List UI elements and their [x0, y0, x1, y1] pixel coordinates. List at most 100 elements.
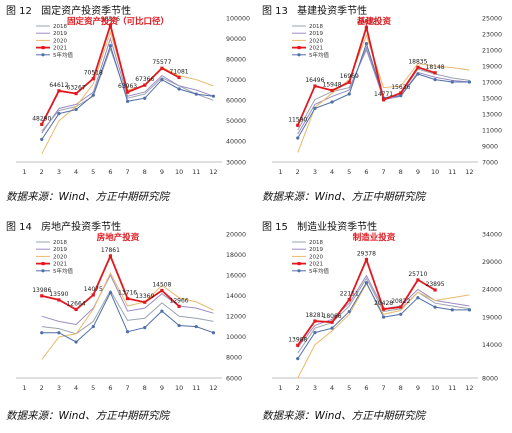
legend-label: 2021: [53, 46, 67, 52]
data-label: 23895: [426, 281, 445, 288]
figure-15-title: 制造业投资季节性: [297, 222, 378, 233]
inner-chart-title: 制造业投资: [353, 232, 396, 243]
legend-label: 2021: [53, 262, 67, 268]
series-marker-5yr: [177, 323, 181, 328]
series-marker-5yr: [57, 112, 61, 116]
series-marker-2021: [416, 65, 420, 69]
series-marker-2021: [91, 77, 95, 81]
figure-13-title: 基建投资季节性: [297, 6, 368, 17]
inner-chart-title: 基建投资: [356, 16, 392, 27]
figure-15-header: 图 15 制造业投资季节性: [262, 218, 383, 233]
series-marker-2021: [330, 88, 334, 93]
legend-label: 2021: [309, 262, 323, 268]
x-tick-label: 12: [209, 168, 217, 176]
y-tick-label: 80000: [226, 56, 246, 63]
y-tick-label: 40000: [226, 139, 246, 146]
figure-13-header: 图 13 基建投资季节性: [262, 2, 373, 17]
series-marker-2021: [296, 343, 300, 347]
figure-14-header: 图 14 房地产投资季节性: [6, 218, 127, 233]
series-marker-5yr: [347, 309, 351, 314]
series-marker-5yr: [433, 78, 437, 82]
x-tick-label: 7: [382, 168, 386, 176]
x-tick-label: 1: [279, 168, 283, 176]
series-line-2020: [41, 271, 214, 360]
legend-label: 5年均值: [53, 267, 73, 275]
series-marker-5yr: [40, 137, 44, 141]
data-label: 18835: [408, 58, 427, 65]
data-label: 12664: [67, 300, 86, 307]
data-label: 25710: [408, 271, 427, 278]
series-marker-2021: [74, 307, 78, 312]
series-marker-2021: [74, 91, 78, 96]
figure-12-panel: 图 12 固定资产投资季节性 1 2 3 4 5 6 7 8 9 10 11 12 30000 40000…: [0, 0, 256, 216]
x-tick-label: 6: [364, 384, 368, 392]
y-tick-label: 16000: [226, 272, 246, 279]
y-tick-label: 23000: [482, 31, 502, 38]
series-marker-5yr: [125, 99, 130, 103]
x-tick-label: 10: [431, 168, 439, 176]
y-tick-label: 19000: [482, 314, 502, 321]
x-tick-label: 5: [347, 168, 351, 176]
series-marker-2021: [40, 294, 44, 298]
legend-label: 5年均值: [53, 51, 73, 59]
x-tick-label: 2: [296, 168, 300, 176]
legend-label: 2018: [53, 24, 67, 30]
data-label: 15636: [391, 84, 410, 91]
figure-12-title: 固定资产投资季节性: [41, 6, 132, 17]
figure-15-panel: 图 15 制造业投资季节性 1 2 3 4 5 6 7 8 9 10 11 12 8000 14000 19…: [256, 216, 512, 432]
data-label: 11590: [288, 116, 307, 123]
series-marker-2021: [364, 257, 369, 262]
x-tick-label: 1: [23, 168, 27, 176]
legend-marker: [297, 262, 301, 266]
x-tick-label: 4: [330, 168, 334, 176]
x-tick-label: 7: [382, 384, 386, 392]
data-label: 14771: [374, 91, 393, 98]
legend-marker: [297, 53, 301, 57]
y-tick-label: 24000: [482, 287, 502, 294]
y-tick-label: 19000: [482, 63, 502, 70]
x-tick-label: 6: [108, 384, 112, 392]
series-line-2020: [297, 282, 470, 379]
data-label: 13590: [49, 291, 68, 298]
y-tick-label: 13000: [482, 111, 502, 118]
x-tick-label: 6: [364, 168, 368, 176]
x-tick-label: 9: [160, 384, 164, 392]
x-tick-label: 11: [192, 168, 200, 176]
x-tick-label: 10: [431, 384, 439, 392]
x-tick-label: 10: [175, 384, 183, 392]
data-label: 67366: [135, 76, 154, 83]
legend-label: 2018: [53, 240, 67, 246]
series-line-2019: [41, 36, 214, 134]
series-marker-5yr: [91, 324, 95, 329]
data-label: 18281: [305, 312, 324, 319]
x-tick-label: 3: [313, 168, 317, 176]
series-marker-2021: [40, 122, 44, 126]
series-marker-2021: [108, 254, 113, 258]
series-marker-5yr: [108, 291, 113, 295]
series-marker-2021: [108, 23, 113, 27]
x-tick-label: 5: [91, 168, 95, 176]
x-tick-label: 7: [126, 168, 130, 176]
legend-label: 2019: [53, 31, 67, 37]
y-tick-label: 60000: [226, 98, 246, 105]
figure-15-chart: 1 2 3 4 5 6 7 8 9 10 11 128000140001900024000290003…: [272, 231, 502, 392]
series-marker-2021: [330, 320, 334, 324]
y-tick-label: 18000: [226, 252, 246, 259]
series-marker-5yr: [160, 78, 164, 82]
y-tick-label: 30000: [226, 159, 246, 166]
series-marker-5yr: [91, 93, 95, 97]
series-marker-5yr: [143, 326, 147, 330]
series-marker-5yr: [450, 80, 454, 84]
series-line-2020: [297, 34, 470, 153]
series-marker-5yr: [211, 94, 216, 98]
legend-marker: [41, 46, 45, 50]
figure-12-chart: 1 2 3 4 5 6 7 8 9 10 11 123000040000500006000070000…: [16, 15, 250, 176]
series-marker-2021: [125, 297, 130, 301]
x-tick-label: 3: [57, 384, 61, 392]
data-label: 29378: [357, 251, 376, 258]
series-marker-2021: [381, 98, 386, 102]
figure-15-label: 图 15: [262, 222, 288, 233]
series-marker-2021: [143, 300, 147, 304]
figure-12-source: 数据来源：Wind、方正中期研究院: [6, 191, 170, 203]
series-marker-2021: [399, 91, 403, 95]
